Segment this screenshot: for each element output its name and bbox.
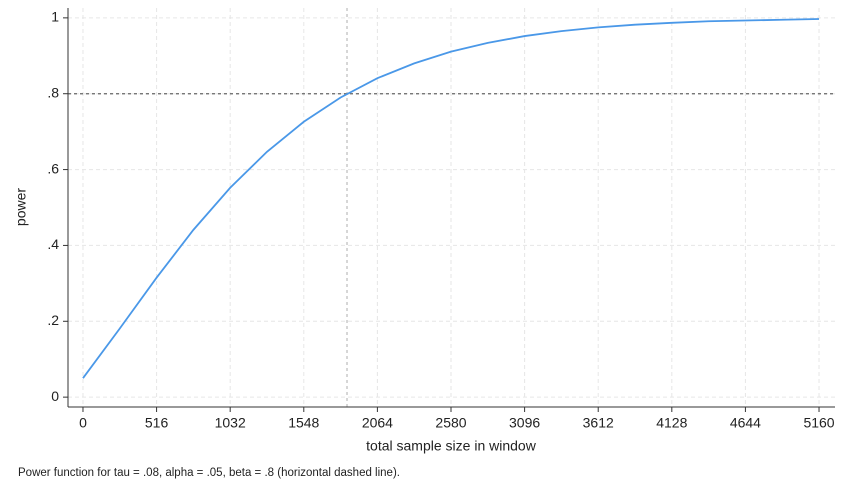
y-tick-label: .6 — [47, 160, 59, 176]
note: Power function for tau = .08, alpha = .0… — [18, 467, 400, 479]
power-curve — [82, 18, 820, 379]
x-tick-label: 0 — [79, 415, 87, 431]
x-tick-label: 5160 — [803, 415, 834, 431]
x-tick-label: 516 — [145, 415, 169, 431]
y-axis-label: power — [13, 188, 29, 226]
x-tick-label: 2580 — [435, 415, 466, 431]
x-tick-label: 1548 — [288, 415, 319, 431]
x-tick-label: 4128 — [656, 415, 687, 431]
x-tick-label: 3612 — [583, 415, 614, 431]
y-tick-label: .4 — [47, 236, 59, 252]
x-axis-label: total sample size in window — [366, 438, 537, 454]
y-tick-label: 0 — [51, 388, 59, 404]
x-tick-label: 2064 — [362, 415, 393, 431]
x-tick-label: 3096 — [509, 415, 540, 431]
x-tick-label: 1032 — [215, 415, 246, 431]
y-tick-label: 1 — [51, 9, 59, 25]
y-tick-label: .8 — [47, 84, 59, 100]
x-tick-label: 4644 — [730, 415, 761, 431]
y-tick-label: .2 — [47, 312, 59, 328]
